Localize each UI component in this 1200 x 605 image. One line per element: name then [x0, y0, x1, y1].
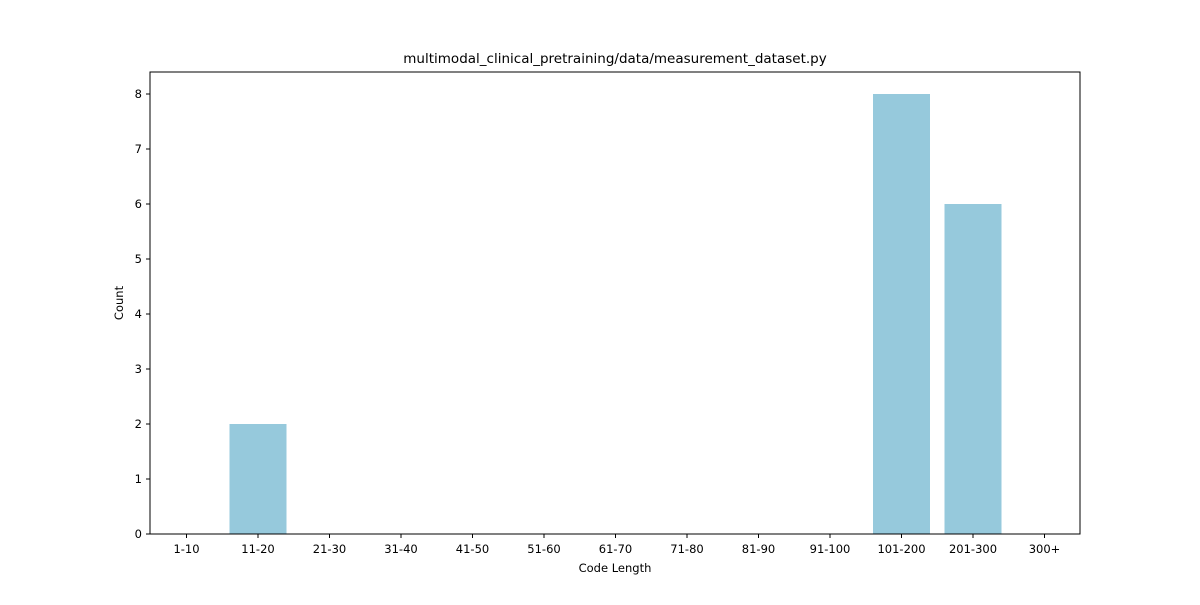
y-tick-label: 7 — [135, 142, 142, 156]
x-tick-label: 81-90 — [742, 542, 775, 556]
x-tick-label: 300+ — [1029, 542, 1061, 556]
x-axis: 1-10 11-20 21-30 31-40 41-50 51-60 61-70 71-80 8… — [173, 534, 1060, 556]
x-tick-label: 1-10 — [173, 542, 199, 556]
bar-101-200 — [873, 94, 930, 534]
y-tick-label: 4 — [135, 307, 142, 321]
x-tick-label: 41-50 — [456, 542, 489, 556]
y-tick-label: 3 — [135, 362, 142, 376]
bar-11-20 — [229, 424, 287, 534]
x-tick-label: 71-80 — [670, 542, 703, 556]
y-axis: 0 1 2 3 4 5 6 7 8 — [135, 87, 150, 541]
x-tick-label: 101-200 — [877, 542, 925, 556]
x-tick-label: 51-60 — [527, 542, 560, 556]
y-tick-label: 8 — [135, 87, 142, 101]
x-tick-label: 11-20 — [241, 542, 274, 556]
chart-title: multimodal_clinical_pretraining/data/mea… — [403, 51, 826, 67]
x-tick-label: 21-30 — [313, 542, 346, 556]
y-tick-label: 0 — [135, 527, 142, 541]
plot-frame — [149, 71, 1081, 535]
x-tick-label: 31-40 — [384, 542, 417, 556]
x-tick-label: 91-100 — [810, 542, 851, 556]
x-tick-label: 61-70 — [599, 542, 632, 556]
x-axis-label: Code Length — [579, 561, 652, 575]
y-tick-label: 5 — [135, 252, 142, 266]
bars — [229, 94, 1002, 534]
y-tick-label: 2 — [135, 417, 142, 431]
bar-201-300 — [944, 204, 1002, 534]
y-tick-label: 1 — [135, 472, 142, 486]
y-axis-label: Count — [112, 285, 126, 320]
y-tick-label: 6 — [135, 197, 142, 211]
x-tick-label: 201-300 — [949, 542, 997, 556]
